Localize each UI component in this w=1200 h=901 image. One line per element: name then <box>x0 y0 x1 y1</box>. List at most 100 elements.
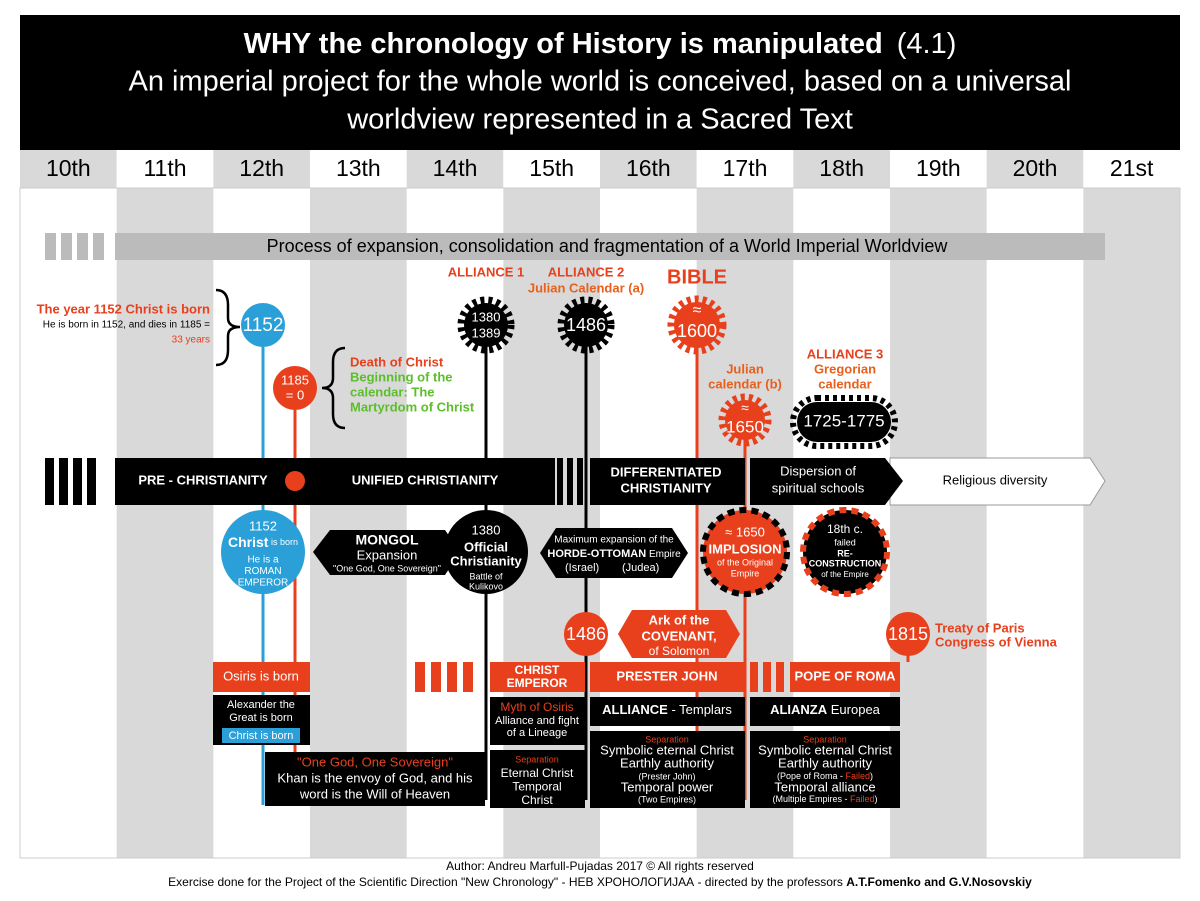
label: 1725-1775 <box>803 411 884 430</box>
label: ALLIANCE 1 <box>448 264 525 279</box>
label: CHRISTIANITY <box>621 480 712 495</box>
stripe <box>87 458 96 505</box>
gear <box>464 303 508 347</box>
stripe <box>77 233 88 260</box>
label-part: - Templars <box>668 702 733 717</box>
label: (Prester John) <box>638 771 695 781</box>
century-cell <box>310 150 407 188</box>
century-column <box>310 188 407 858</box>
label-part: ALIANZA <box>770 702 828 717</box>
label: Khan is the envoy of God, and his <box>277 770 473 785</box>
label: Symbolic eternal Christ <box>600 742 734 757</box>
century-cell <box>116 150 214 188</box>
century-label: 13th <box>336 155 381 181</box>
stripe <box>577 458 583 505</box>
label: POPE OF ROMA <box>794 668 896 683</box>
label: Christianity <box>450 553 522 568</box>
label: 1486 <box>566 624 606 644</box>
label: Battle of <box>469 571 503 581</box>
label: ROMAN <box>244 566 281 577</box>
gear-teeth <box>667 295 727 355</box>
footer-text: Author: Andreu Marfull-Pujadas 2017 © Al… <box>446 859 754 873</box>
pill-teeth <box>790 395 898 449</box>
banner <box>115 233 1105 260</box>
box <box>490 662 585 692</box>
label: calendar: The <box>350 384 435 399</box>
gear <box>725 400 765 440</box>
label: IMPLOSION <box>709 541 782 556</box>
stripe <box>73 458 82 505</box>
label: Temporal alliance <box>774 779 875 794</box>
label-group: Christ is born <box>228 534 298 550</box>
label: Alexander the <box>227 699 295 711</box>
circle <box>273 366 317 410</box>
label: MONGOL <box>356 532 419 548</box>
brace <box>215 288 241 367</box>
label: EMPEROR <box>507 676 568 690</box>
century-cell <box>600 150 697 188</box>
label: Separation <box>645 734 689 744</box>
era-bar <box>115 458 555 505</box>
label: Religious diversity <box>943 472 1048 487</box>
label: CONSTRUCTION <box>809 558 882 568</box>
label: ≈ <box>741 400 749 416</box>
stripe <box>463 662 473 692</box>
circle <box>886 612 930 656</box>
box <box>222 728 300 743</box>
label: RE- <box>837 548 853 558</box>
label: Julian Calendar (a) <box>528 280 644 295</box>
label: 1389 <box>472 325 501 340</box>
label: Symbolic eternal Christ <box>758 742 892 757</box>
label: CHRIST <box>515 663 560 677</box>
frame <box>19 187 1181 859</box>
label: of a Lineage <box>507 727 568 739</box>
subtitle: worldview represented in a Sacred Text <box>346 104 853 136</box>
pill <box>797 402 891 442</box>
label: 1185 <box>281 372 309 387</box>
label-part: Failed <box>850 794 875 804</box>
circle <box>700 507 790 597</box>
label: PRESTER JOHN <box>616 668 717 683</box>
stripe <box>567 458 573 505</box>
label: Treaty of Paris <box>935 620 1025 635</box>
footer-text: Exercise done for the Project of the Sci… <box>168 875 1032 889</box>
century-label: 17th <box>723 155 768 181</box>
label-part: Europea <box>827 702 881 717</box>
stripe <box>415 662 425 692</box>
label: 1650 <box>726 417 764 436</box>
label: ALLIANCE 2 <box>548 264 625 279</box>
label: Christ is born <box>229 730 294 742</box>
stripe <box>557 458 563 505</box>
stripe <box>45 458 54 505</box>
label: Earthly authority <box>620 755 714 770</box>
label: Julian <box>726 361 764 376</box>
label: 33 years <box>172 335 210 346</box>
label: Maximum expansion of the <box>554 535 674 546</box>
label: The year 1152 Christ is born <box>37 301 210 316</box>
label: of the Empire <box>821 570 869 579</box>
label: Dispersion of <box>780 463 856 478</box>
gear-teeth <box>457 296 515 354</box>
label-part: Empire <box>646 549 681 560</box>
label-part: WHY the chronology of History is manipul… <box>244 28 883 60</box>
century-cell <box>213 150 310 188</box>
label: 18th c. <box>827 522 863 536</box>
century-label: 11th <box>143 155 186 181</box>
box <box>790 662 900 692</box>
label: of Solomon <box>649 644 710 658</box>
label: Martyrdom of Christ <box>350 399 475 414</box>
label: spiritual schools <box>772 480 865 495</box>
label-group: (Pope of Roma - Failed) <box>777 771 873 781</box>
label: Gregorian <box>814 361 876 376</box>
label: (Judea) <box>622 562 659 574</box>
century-label: 21st <box>1110 155 1154 181</box>
hexagon <box>540 528 688 578</box>
stripe <box>61 233 72 260</box>
label: failed <box>834 537 856 547</box>
label: 1380 <box>472 309 501 324</box>
century-cell <box>1083 150 1180 188</box>
gear-teeth <box>557 296 615 354</box>
label: (Two Empires) <box>638 794 696 804</box>
stripe <box>750 662 758 692</box>
